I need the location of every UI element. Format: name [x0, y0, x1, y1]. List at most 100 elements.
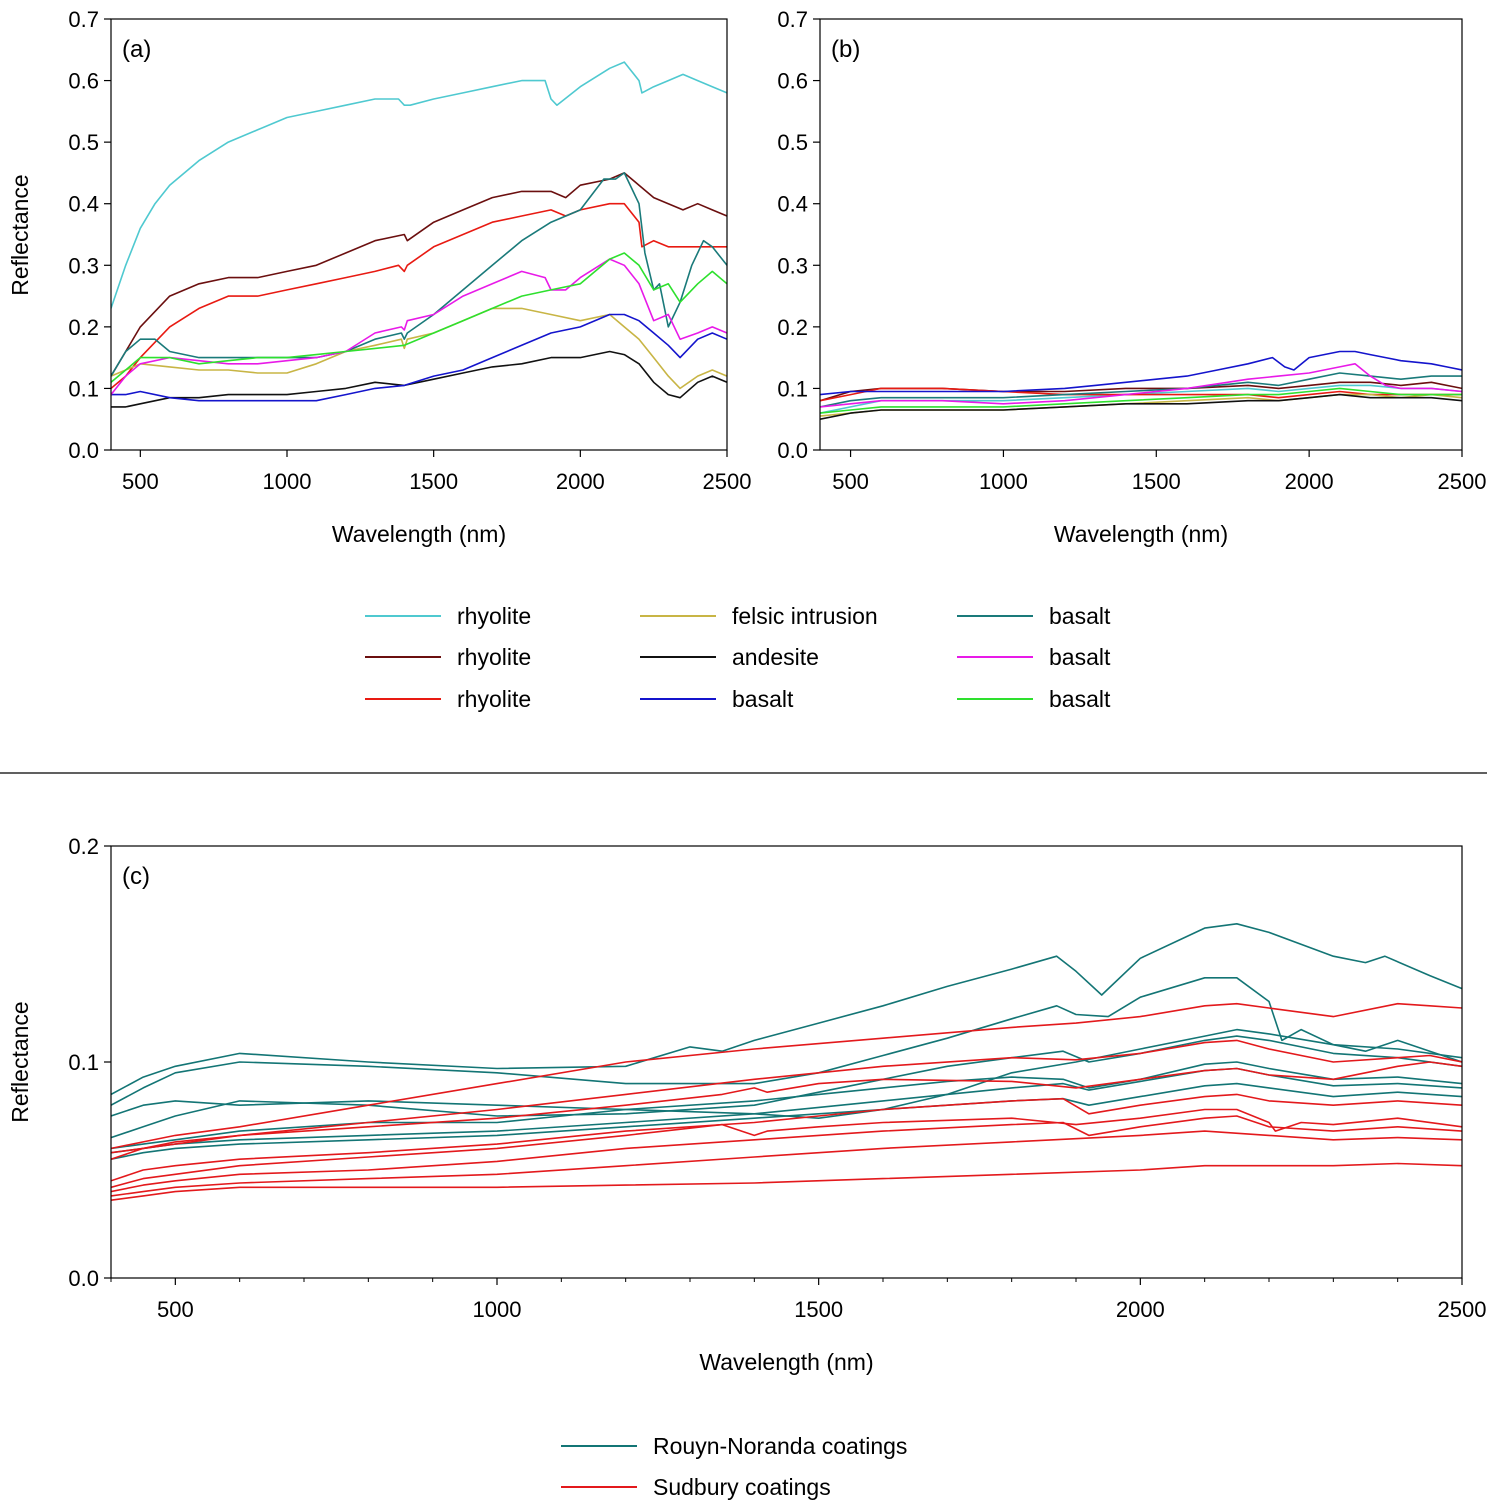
x-tick-label: 1000	[979, 469, 1028, 494]
series-line-b-4	[820, 393, 1462, 420]
x-tick-label: 1500	[1132, 469, 1181, 494]
legend-item: basalt	[957, 686, 1111, 712]
x-axis-title: Wavelength (nm)	[699, 1349, 873, 1375]
x-tick-label: 1000	[473, 1297, 522, 1322]
series-line-c-10	[111, 1093, 1462, 1182]
y-tick-label: 0.0	[68, 1266, 99, 1291]
legend-label: felsic intrusion	[732, 603, 878, 629]
series-line-b-8	[820, 387, 1462, 414]
x-tick-label: 2000	[1285, 469, 1334, 494]
series-line-c-5	[111, 1067, 1462, 1154]
y-tick-label: 0.4	[68, 192, 99, 217]
series-line-a-4	[111, 350, 727, 408]
y-tick-label: 0.2	[777, 315, 808, 340]
series-line-a-5	[111, 313, 727, 402]
y-tick-label: 0.3	[777, 253, 808, 278]
series-line-c-3	[111, 1035, 1462, 1139]
y-tick-label: 0.6	[777, 69, 808, 94]
x-tick-label: 2000	[1116, 1297, 1165, 1322]
series-line-b-7	[820, 362, 1462, 408]
x-tick-label: 1000	[263, 469, 312, 494]
y-axis-title: Reflectance	[7, 174, 33, 295]
legend-label: basalt	[732, 686, 794, 712]
x-tick-label: 2500	[1438, 1297, 1487, 1322]
series-line-c-7	[111, 1002, 1462, 1150]
series-line-c-9	[111, 1061, 1462, 1160]
legend-label: basalt	[1049, 686, 1111, 712]
legend-label: andesite	[732, 644, 819, 670]
y-tick-label: 0.1	[68, 376, 99, 401]
y-tick-label: 0.3	[68, 253, 99, 278]
panel-b-reflectance-chart: 500 1000 1500 2000 2500 0.0 0.1 0.2 0.3 0.4 0.5 0.6…	[777, 7, 1486, 547]
legend-label: rhyolite	[457, 603, 531, 629]
legend-label: rhyolite	[457, 644, 531, 670]
y-tick-label: 0.1	[68, 1050, 99, 1075]
y-tick-label: 0.0	[68, 438, 99, 463]
x-tick-label: 1500	[409, 469, 458, 494]
legend-label: Sudbury coatings	[653, 1474, 831, 1500]
series-group	[111, 61, 727, 408]
y-tick-label: 0.2	[68, 315, 99, 340]
x-tick-label: 1500	[794, 1297, 843, 1322]
series-group	[111, 922, 1462, 1201]
legend-label: Rouyn-Noranda coatings	[653, 1433, 907, 1459]
legend-item: rhyolite	[365, 603, 531, 629]
legend-item: basalt	[957, 644, 1111, 670]
x-tick-label: 2500	[703, 469, 752, 494]
x-tick-label: 500	[122, 469, 159, 494]
top-legend: rhyolite rhyolite rhyolite felsic intrusion…	[365, 603, 1111, 712]
x-axis-title: Wavelength (nm)	[1054, 521, 1228, 547]
series-line-c-8	[111, 1039, 1462, 1154]
series-line-a-7	[111, 258, 727, 396]
y-tick-label: 0.5	[777, 130, 808, 155]
y-tick-label: 0.0	[777, 438, 808, 463]
legend-item: basalt	[957, 603, 1111, 629]
plot-frame	[819, 18, 1463, 451]
legend-item: rhyolite	[365, 644, 531, 670]
series-line-a-1	[111, 172, 727, 377]
plot-frame	[110, 18, 728, 451]
y-axis-title: Reflectance	[7, 1001, 33, 1122]
y-tick-label: 0.5	[68, 130, 99, 155]
series-line-a-2	[111, 202, 727, 390]
panel-label: (b)	[831, 36, 860, 63]
legend-item: rhyolite	[365, 686, 531, 712]
legend-label: basalt	[1049, 644, 1111, 670]
y-tick-label: 0.4	[777, 192, 808, 217]
panel-c-reflectance-chart: 500 1000 1500 2000 2500 0.0 0.1 0.2 Wavelength (…	[7, 834, 1486, 1375]
y-tick-label: 0.6	[68, 69, 99, 94]
legend-item: felsic intrusion	[640, 603, 878, 629]
y-tick-label: 0.7	[68, 7, 99, 32]
y-tick-label: 0.1	[777, 376, 808, 401]
panel-a-reflectance-chart: 500 1000 1500 2000 2500 0.0 0.1 0.2 0.3 0.4 0.5 0.6…	[7, 7, 751, 547]
series-line-c-13	[111, 1130, 1462, 1197]
series-line-a-6	[111, 172, 727, 377]
panel-label: (a)	[122, 36, 151, 63]
legend-label: basalt	[1049, 603, 1111, 629]
legend-item: Rouyn-Noranda coatings	[561, 1433, 907, 1459]
x-tick-label: 2000	[556, 469, 605, 494]
series-line-c-14	[111, 1162, 1462, 1201]
legend-item: basalt	[640, 686, 794, 712]
y-tick-label: 0.7	[777, 7, 808, 32]
series-line-c-1	[111, 976, 1462, 1106]
panel-label: (c)	[122, 863, 150, 890]
x-tick-label: 2500	[1438, 469, 1487, 494]
series-line-a-8	[111, 252, 727, 383]
series-line-a-0	[111, 61, 727, 309]
series-line-b-5	[820, 350, 1462, 396]
series-line-c-2	[111, 1028, 1462, 1119]
bottom-legend: Rouyn-Noranda coatings Sudbury coatings	[561, 1433, 907, 1500]
x-tick-label: 500	[832, 469, 869, 494]
series-line-a-3	[111, 307, 727, 390]
series-line-c-6	[111, 1082, 1462, 1160]
series-line-c-4	[111, 1061, 1462, 1150]
plot-frame	[110, 845, 1463, 1279]
series-line-b-6	[820, 372, 1462, 408]
series-line-b-2	[820, 387, 1462, 402]
series-line-c-11	[111, 1108, 1462, 1189]
legend-label: rhyolite	[457, 686, 531, 712]
legend-item: Sudbury coatings	[561, 1474, 831, 1500]
legend-item: andesite	[640, 644, 819, 670]
